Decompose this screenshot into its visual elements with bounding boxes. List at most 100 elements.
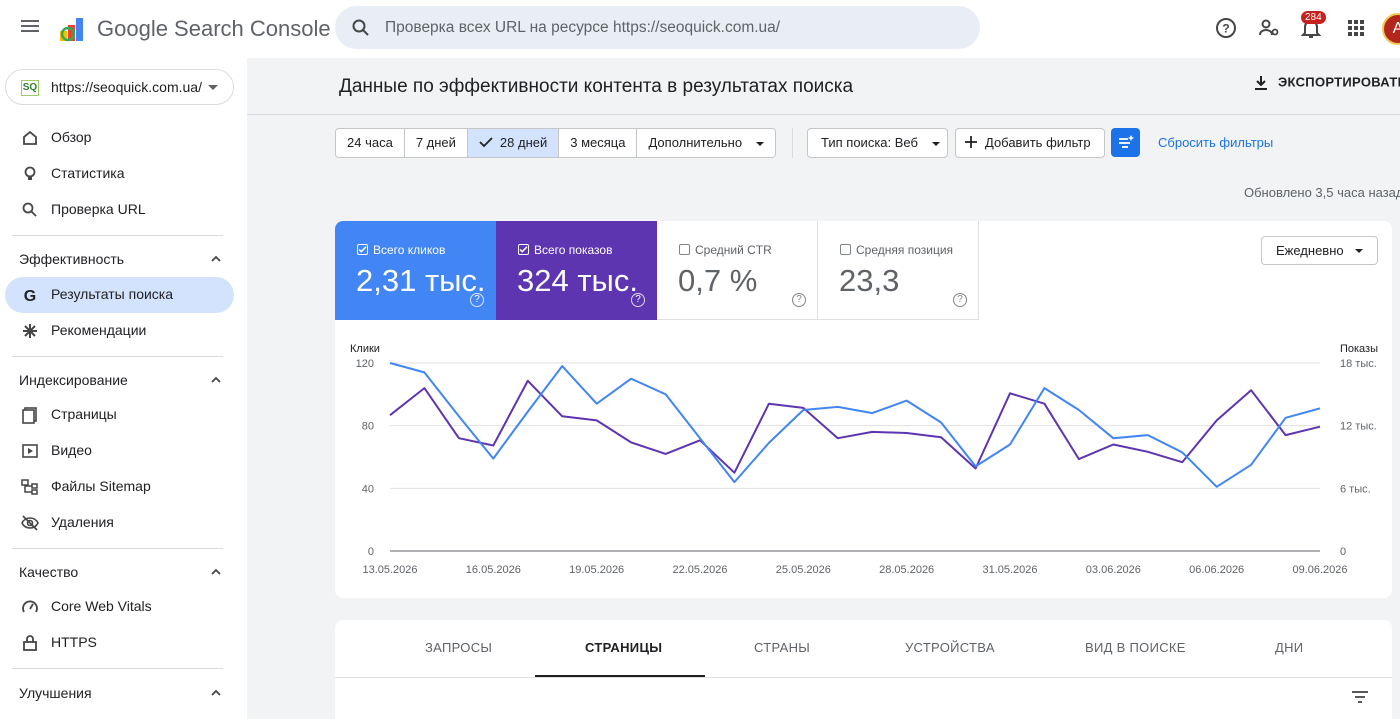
account-avatar[interactable]: A [1382,13,1400,45]
tab-devices[interactable]: УСТРОЙСТВА [905,640,995,655]
x-tick-label: 06.06.2026 [1189,564,1244,576]
section-quality[interactable]: Качество [19,564,79,580]
right-tick-label: 6 тыс. [1340,483,1371,495]
sidebar-item-label: Файлы Sitemap [51,478,151,494]
range-24h[interactable]: 24 часа [336,129,405,157]
search-type-filter[interactable]: Тип поиска: Веб [807,128,948,158]
range-28d[interactable]: 28 дней [467,129,560,157]
sidebar-item-label: Рекомендации [51,322,147,338]
granularity-dropdown[interactable]: Ежедневно [1261,236,1378,265]
sidebar-item-removals[interactable]: Удаления [5,505,234,541]
chevron-up-icon[interactable] [211,375,221,385]
help-icon[interactable]: ? [1214,16,1238,40]
help-icon[interactable]: ? [953,293,967,307]
apps-grid-icon[interactable] [1344,16,1368,40]
svg-text:?: ? [1222,22,1229,36]
filter-settings-button[interactable] [1111,128,1140,157]
chevron-up-icon[interactable] [211,567,221,577]
chevron-down-icon [1355,249,1363,253]
sidebar-item-sitemaps[interactable]: Файлы Sitemap [5,469,234,505]
chart-ticks: Клики Показы 120 18 тыс. 80 12 тыс. 40 6 тыс. 0 0… [350,343,1378,576]
sidebar: SQ https://seoquick.com.ua/ Обзор Статис… [0,58,247,719]
sidebar-item-search-results[interactable]: G Результаты поиска [5,277,234,313]
metric-label: Всего кликов [373,243,446,257]
property-logo: SQ [21,80,39,96]
tab-countries[interactable]: СТРАНЫ [754,640,811,655]
checkbox-checked-icon[interactable] [357,244,368,255]
chevron-up-icon[interactable] [211,254,221,264]
section-enhancements[interactable]: Улучшения [19,685,92,701]
reset-filters-link[interactable]: Сбросить фильтры [1158,135,1274,150]
sidebar-item-url-inspection[interactable]: Проверка URL [5,192,234,228]
left-tick-label: 40 [362,483,374,495]
x-tick-label: 03.06.2026 [1086,564,1141,576]
sidebar-item-video[interactable]: Видео [5,433,234,469]
tab-search-appearance[interactable]: ВИД В ПОИСКЕ [1085,640,1186,655]
metric-label-row: Всего кликов [357,243,445,257]
divider [12,356,223,357]
series-line-impressions [389,379,1321,474]
metric-total-impressions[interactable]: Всего показов 324 тыс. ? [496,221,657,320]
help-icon[interactable]: ? [792,293,806,307]
metric-average-ctr[interactable]: Средний CTR 0,7 % ? [657,221,818,320]
sidebar-item-label: Core Web Vitals [51,598,152,614]
sidebar-item-label: Результаты поиска [51,286,174,302]
sidebar-item-overview[interactable]: Обзор [5,120,234,156]
main-menu-icon[interactable] [18,17,42,41]
property-url: https://seoquick.com.ua/ [51,79,202,95]
x-tick-label: 13.05.2026 [362,564,417,576]
x-tick-label: 31.05.2026 [982,564,1037,576]
metric-average-position[interactable]: Средняя позиция 23,3 ? [818,221,979,320]
plus-icon [965,136,977,148]
sidebar-item-label: HTTPS [51,634,97,650]
help-icon[interactable]: ? [470,293,484,307]
checkbox-unchecked-icon[interactable] [679,244,690,255]
active-tab-indicator [535,675,705,677]
sidebar-item-insights[interactable]: Статистика [5,156,234,192]
sidebar-item-core-web-vitals[interactable]: Core Web Vitals [5,589,234,625]
range-more-dropdown[interactable]: Дополнительно [637,129,776,157]
gauge-icon [22,600,38,613]
tab-pages[interactable]: СТРАНИЦЫ [585,640,663,655]
chevron-up-icon[interactable] [211,688,221,698]
add-filter-button[interactable]: Добавить фильтр [955,128,1105,158]
divider [12,548,223,549]
divider [12,235,223,236]
google-g-icon: G [24,288,36,304]
range-7d[interactable]: 7 дней [404,129,468,157]
search-type-label: Тип поиска: Веб [821,135,918,150]
section-performance[interactable]: Эффективность [19,251,125,267]
app-title[interactable]: Google Search Console [97,16,331,41]
metric-total-clicks[interactable]: Всего кликов 2,31 тыс. ? [335,221,496,320]
filter-list-icon[interactable] [1351,690,1369,704]
asterisk-icon [23,324,37,338]
sidebar-item-https[interactable]: HTTPS [5,625,234,661]
checkbox-checked-icon[interactable] [518,244,529,255]
help-icon[interactable]: ? [631,293,645,307]
sitemap-icon [21,479,38,495]
sidebar-item-label: Обзор [51,129,92,145]
range-3m[interactable]: 3 месяца [559,129,638,157]
url-inspection-search[interactable] [335,6,980,49]
divider [247,114,1400,115]
page-title: Данные по эффективности контента в резул… [339,76,854,97]
property-selector[interactable]: SQ https://seoquick.com.ua/ [5,69,234,105]
sidebar-item-label: Проверка URL [51,201,146,217]
sidebar-item-recommendations[interactable]: Рекомендации [5,313,234,349]
pages-icon [22,407,37,424]
date-range-selector: 24 часа 7 дней 28 дней 3 месяца Дополнит… [335,128,777,158]
tab-queries[interactable]: ЗАПРОСЫ [425,640,493,655]
chart-grid [390,362,1320,552]
sidebar-item-pages[interactable]: Страницы [5,397,234,433]
section-indexing[interactable]: Индексирование [19,372,128,388]
dimension-tabs-card: ЗАПРОСЫ СТРАНИЦЫ СТРАНЫ УСТРОЙСТВА ВИД В… [335,620,1392,719]
tab-days[interactable]: ДНИ [1275,640,1304,655]
manage-users-icon[interactable] [1257,16,1281,40]
export-button[interactable]: ЭКСПОРТИРОВАТЬ [1252,74,1400,92]
metric-value: 23,3 [839,263,900,298]
sidebar-item-label: Видео [51,442,92,458]
checkbox-unchecked-icon[interactable] [840,244,851,255]
lock-icon [23,635,37,651]
sidebar-item-label: Удаления [51,514,114,530]
url-inspection-input[interactable] [385,6,965,49]
